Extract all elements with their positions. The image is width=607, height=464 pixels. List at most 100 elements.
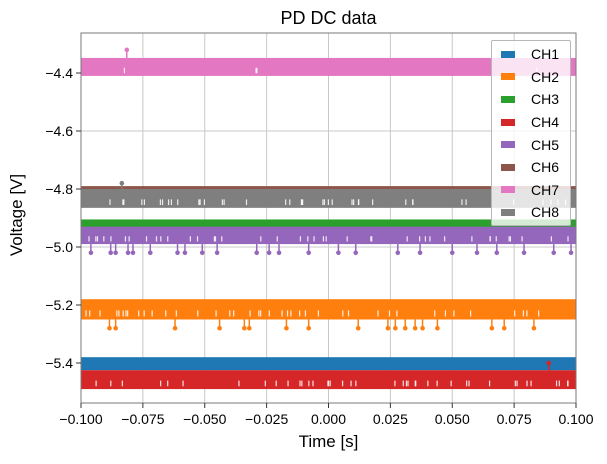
outlier-point (306, 250, 312, 256)
series-texture (99, 310, 101, 317)
series-texture (143, 310, 145, 317)
series-texture (125, 310, 127, 317)
series-texture (249, 310, 251, 317)
outlier-point (108, 250, 113, 256)
outlier-point (546, 360, 552, 366)
series-texture (127, 310, 129, 317)
legend-swatch (501, 73, 515, 81)
outlier-point (355, 325, 361, 331)
series-texture (465, 199, 467, 206)
series-texture (327, 380, 329, 387)
outlier-point (494, 250, 500, 256)
series-texture (444, 310, 447, 317)
legend-item-ch1: CH1 (492, 43, 570, 66)
outlier-point (88, 250, 94, 256)
series-texture (275, 380, 277, 387)
series-texture (88, 236, 90, 242)
series-texture (110, 236, 112, 242)
series-texture (260, 310, 262, 317)
legend-swatch (501, 208, 515, 216)
series-texture (322, 236, 325, 242)
series-texture (461, 199, 463, 206)
y-tick-label: −4.8 (45, 181, 73, 197)
series-texture (469, 310, 472, 317)
series-texture (514, 310, 516, 317)
legend-label: CH2 (531, 68, 560, 85)
series-texture (304, 310, 307, 317)
series-texture (341, 380, 344, 387)
y-axis-label: Voltage [V] (7, 173, 26, 257)
series-ch6 (81, 186, 576, 190)
series-texture (268, 310, 270, 317)
series-texture (124, 236, 127, 242)
legend-item-ch8: CH8 (492, 201, 570, 224)
legend-item-ch4: CH4 (492, 111, 570, 134)
series-texture (264, 380, 266, 387)
series-texture (229, 310, 231, 317)
series-texture (155, 236, 158, 242)
series-texture (89, 310, 91, 317)
series-texture (233, 310, 235, 317)
legend: CH1 CH2 CH3 CH4 CH5 CH6 CH7 CH8 (491, 40, 571, 226)
outlier-point (306, 325, 312, 331)
series-texture (555, 380, 558, 387)
legend-item-ch5: CH5 (492, 133, 570, 156)
series-band (81, 357, 576, 371)
series-texture (177, 199, 179, 206)
series-texture (299, 236, 302, 242)
x-tick-label: 0.025 (373, 411, 408, 427)
outlier-point (420, 325, 425, 331)
series-texture (357, 199, 360, 206)
series-texture (145, 236, 148, 242)
series-texture (123, 199, 125, 206)
series-texture (167, 236, 169, 242)
outlier-point (474, 250, 480, 256)
series-texture (302, 199, 304, 206)
series-texture (189, 236, 191, 242)
series-texture (143, 199, 146, 206)
series-texture (414, 380, 416, 387)
legend-item-ch7: CH7 (492, 179, 570, 202)
series-texture (276, 236, 278, 242)
series-texture (346, 236, 348, 242)
legend-label: CH6 (531, 159, 560, 176)
series-texture (468, 380, 470, 387)
series-texture (350, 380, 352, 387)
series-ch5 (81, 226, 576, 256)
series-band (81, 57, 576, 76)
series-texture (238, 380, 240, 387)
outlier-point (175, 250, 180, 256)
legend-label: CH7 (531, 181, 560, 198)
legend-label: CH3 (531, 91, 560, 108)
outlier-point (417, 250, 423, 256)
outlier-point (501, 325, 507, 331)
outlier-point (182, 250, 188, 256)
series-ch2 (81, 299, 576, 331)
outlier-point (113, 325, 118, 331)
legend-swatch (501, 95, 515, 103)
series-texture (122, 199, 124, 206)
outlier-point (242, 325, 247, 331)
y-tick-label: −4.6 (45, 123, 73, 139)
series-texture (526, 310, 528, 317)
legend-label: CH4 (531, 114, 560, 131)
outlier-point (148, 250, 153, 256)
x-tick-label: 0.100 (558, 411, 593, 427)
series-texture (522, 310, 525, 317)
series-texture (214, 236, 217, 242)
series-texture (290, 310, 292, 317)
x-tick-label: −0.075 (121, 411, 164, 427)
series-texture (203, 199, 206, 206)
legend-item-ch3: CH3 (492, 88, 570, 111)
series-texture (355, 380, 357, 387)
series-texture (450, 380, 452, 387)
series-texture (567, 236, 569, 242)
series-texture (402, 380, 404, 387)
series-texture (526, 380, 528, 387)
outlier-point (113, 250, 118, 256)
x-tick-label: −0.025 (245, 411, 288, 427)
series-texture (325, 236, 327, 242)
outlier-point (125, 250, 131, 256)
legend-swatch (501, 118, 515, 126)
